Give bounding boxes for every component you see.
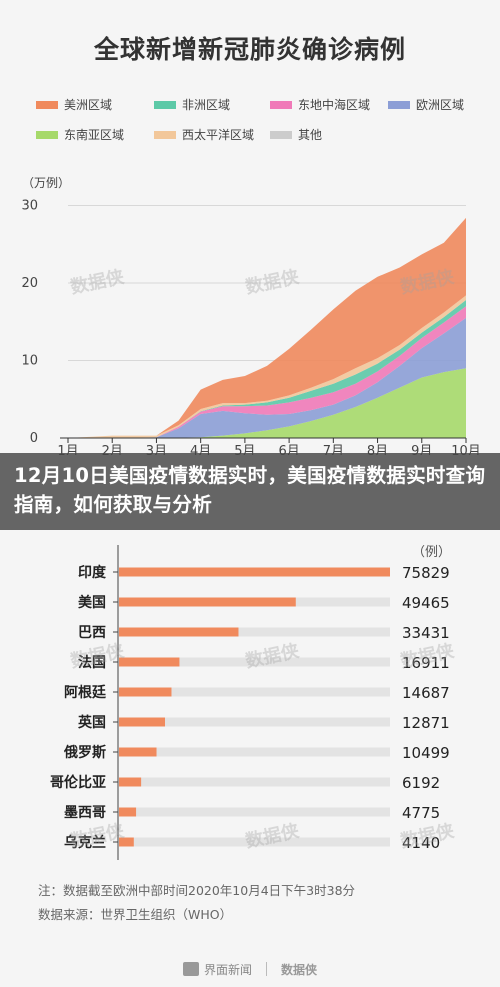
- bar-category-label: 法国: [78, 654, 106, 671]
- legend-swatch: [154, 100, 176, 109]
- legend-swatch: [154, 130, 176, 139]
- data-note: 注：数据截至欧洲中部时间2020年10月4日下午3时38分: [38, 883, 356, 898]
- bar-5: [119, 717, 165, 727]
- area-x-tick-label: 1月: [57, 444, 78, 455]
- bar-category-label: 美国: [78, 594, 106, 611]
- bar-chart: 印度 75829 美国 49465 巴西 33431 法国 16911 阿根廷 14687 英国 12…: [50, 545, 450, 860]
- legend-item-w-pacific: 西太平洋区域: [154, 126, 254, 143]
- area-x-tick-label: 8月: [367, 444, 388, 455]
- bar-value-label: 49465: [402, 594, 450, 612]
- area-x-tick-label: 3月: [146, 444, 167, 455]
- area-x-tick-label: 7月: [323, 444, 344, 455]
- legend-label: 非洲区域: [182, 98, 231, 112]
- area-x-tick-label: 10月: [451, 444, 481, 455]
- bar-8: [119, 807, 137, 817]
- brand-logo: 界面新闻: [182, 961, 252, 978]
- area-y-tick-label: 30: [21, 199, 38, 214]
- bar-track: [119, 747, 390, 757]
- bar-track: [119, 837, 390, 847]
- legend-item-se-asia: 东南亚区域: [36, 126, 124, 143]
- area-x-tick-label: 9月: [411, 444, 432, 455]
- legend-label: 东南亚区域: [64, 128, 125, 142]
- bar-track: [119, 687, 390, 697]
- legend-item-east-med: 东地中海区域: [270, 96, 370, 113]
- bar-6: [119, 747, 157, 757]
- area-y-tick-label: 10: [21, 354, 38, 369]
- legend-swatch: [388, 100, 410, 109]
- bar-category-label: 巴西: [78, 625, 106, 641]
- legend-swatch: [270, 130, 292, 139]
- legend-item-other: 其他: [270, 126, 322, 143]
- area-series-2: [68, 306, 466, 438]
- legend-item-africa: 非洲区域: [154, 96, 230, 113]
- area-y-tick-label: 0: [30, 431, 38, 446]
- bar-3: [119, 657, 180, 667]
- chart-title: 全球新增新冠肺炎确诊病例: [93, 35, 406, 64]
- bar-4: [119, 687, 172, 697]
- bar-value-label: 75829: [402, 564, 450, 582]
- bar-category-label: 哥伦比亚: [50, 774, 106, 791]
- area-series-1: [68, 317, 466, 438]
- legend-swatch: [270, 100, 292, 109]
- headline-overlay[interactable]: 12月10日美国疫情数据实时，美国疫情数据实时查询指南，如何获取与分析: [0, 453, 500, 530]
- bar-track: [119, 657, 390, 667]
- bar-value-label: 12871: [402, 714, 450, 732]
- footer-divider: [266, 962, 267, 976]
- legend-label: 东地中海区域: [298, 98, 371, 112]
- bar-value-label: 4140: [402, 834, 440, 852]
- bar-2: [119, 627, 239, 637]
- headline-text[interactable]: 12月10日美国疫情数据实时，美国疫情数据实时查询指南，如何获取与分析: [14, 464, 486, 516]
- area-chart: 0 10 20 30 1月 2月 3月 4月 5月 6月 7月 8月 9月 10月: [21, 199, 481, 456]
- legend-item-americas: 美洲区域: [36, 96, 112, 113]
- bar-category-label: 英国: [77, 714, 106, 731]
- footer: 界面新闻 数据侠: [0, 955, 500, 983]
- bar-category-label: 印度: [78, 564, 107, 581]
- bar-category-label: 墨西哥: [64, 805, 106, 821]
- brand-name: 界面新闻: [203, 962, 252, 977]
- bar-track: [119, 777, 390, 787]
- bar-0: [119, 567, 390, 577]
- bar-value-label: 33431: [402, 624, 450, 642]
- bar-value-label: 4775: [402, 804, 440, 822]
- bar-value-label: 6192: [402, 774, 440, 792]
- legend-label: 其他: [298, 128, 323, 142]
- bar-1: [119, 597, 296, 607]
- legend-label: 美洲区域: [64, 98, 113, 112]
- brand-logo-icon: [182, 962, 199, 976]
- bar-track: [119, 807, 390, 817]
- area-x-tick-label: 2月: [102, 444, 123, 455]
- legend-item-europe: 欧洲区域: [388, 96, 464, 113]
- bar-track: [119, 627, 390, 637]
- area-series-5: [68, 217, 466, 438]
- area-chart-unit: （万例）: [22, 176, 71, 190]
- legend-label: 西太平洋区域: [182, 128, 255, 142]
- legend-swatch: [36, 130, 58, 139]
- area-series-0: [68, 368, 466, 438]
- bar-value-label: 10499: [402, 744, 450, 762]
- bar-value-label: 14687: [402, 684, 450, 702]
- bar-category-label: 阿根廷: [64, 684, 107, 701]
- partner-logo: 数据侠: [281, 962, 318, 977]
- bar-7: [119, 777, 142, 787]
- area-x-tick-label: 6月: [278, 444, 299, 455]
- bar-category-label: 俄罗斯: [63, 744, 106, 761]
- bar-value-label: 16911: [402, 654, 450, 672]
- bar-9: [119, 837, 134, 847]
- area-x-tick-label: 4月: [190, 444, 211, 455]
- area-y-tick-label: 20: [21, 276, 38, 291]
- bar-category-label: 乌克兰: [64, 834, 106, 851]
- data-source: 数据来源：世界卫生组织（WHO）: [38, 907, 233, 922]
- legend-label: 欧洲区域: [416, 98, 465, 112]
- bar-chart-unit: （例）: [412, 545, 452, 560]
- legend-swatch: [36, 100, 58, 109]
- area-x-tick-label: 5月: [234, 444, 255, 455]
- bar-track: [119, 717, 390, 727]
